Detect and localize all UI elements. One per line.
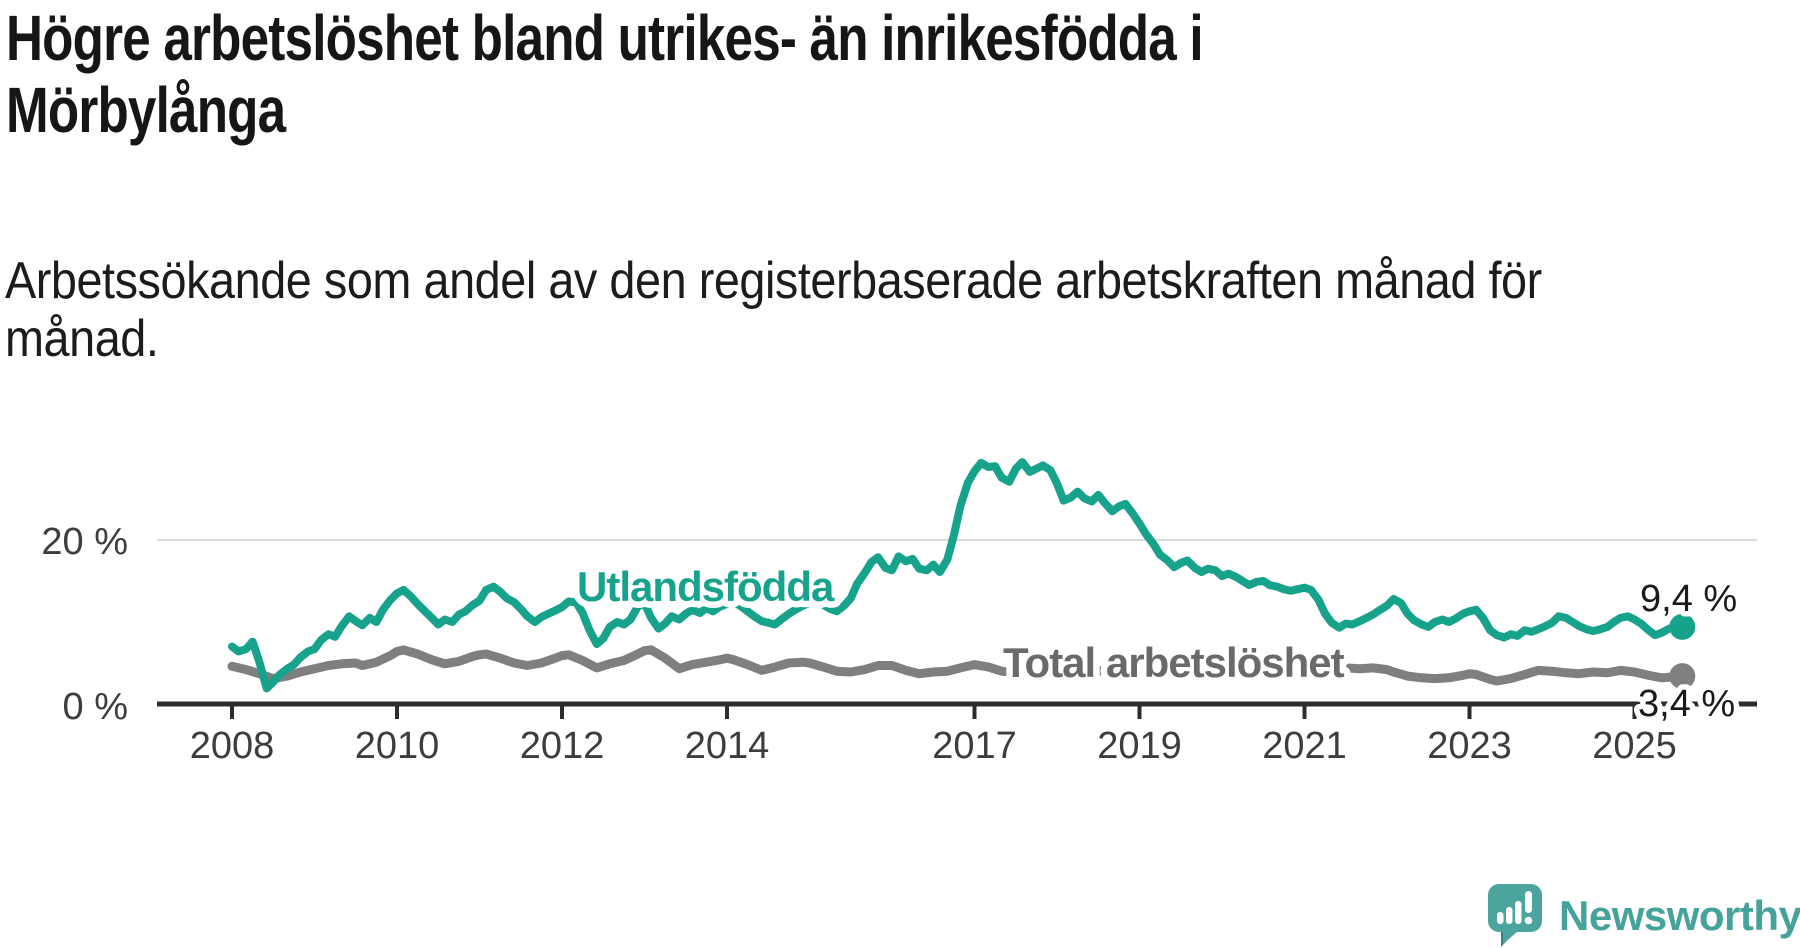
series-label-total-arbetsloshet: Total arbetslöshet <box>1003 639 1345 686</box>
series-lines <box>227 458 1687 693</box>
x-axis-label-2008: 2008 <box>190 725 275 767</box>
x-axis-label-2012: 2012 <box>520 725 605 767</box>
series-end-dots <box>1669 613 1696 690</box>
y-axis-label-20: 20 % <box>41 521 128 563</box>
x-axis-label-2017: 2017 <box>932 725 1017 767</box>
page-title-line1: Högre arbetslöshet bland utrikes- än inr… <box>6 2 1204 74</box>
line-utlandsfodda <box>228 458 1687 693</box>
x-axis-label-2021: 2021 <box>1262 725 1347 767</box>
line-total-arbetsloshet <box>227 645 1687 686</box>
logo-bar-3 <box>1515 901 1522 924</box>
logo-bar-1 <box>1497 912 1504 924</box>
x-axis-label-2025: 2025 <box>1592 725 1677 767</box>
newsworthy-logo-text: Newsworthy <box>1559 892 1800 939</box>
page-subtitle: Arbetssökande som andel av den registerb… <box>5 252 1542 368</box>
logo-exclamation-dot <box>1524 916 1533 925</box>
x-axis-label-2019: 2019 <box>1097 725 1182 767</box>
logo-bar-2 <box>1506 907 1513 924</box>
y-axis-label-0: 0 % <box>63 686 128 728</box>
x-axis-label-2014: 2014 <box>685 725 770 767</box>
series-label-utlandsfodda: Utlandsfödda <box>577 563 835 610</box>
x-axis-label-2023: 2023 <box>1427 725 1512 767</box>
end-dot-utlandsfodda <box>1669 613 1696 640</box>
x-axis-labels: 2008 2010 2012 2014 2017 2019 2021 2023 2025 <box>190 725 1677 767</box>
page-subtitle-line2: månad. <box>5 310 159 368</box>
x-axis-label-2010: 2010 <box>355 725 440 767</box>
newsworthy-logo[interactable]: Newsworthy <box>1488 884 1800 948</box>
end-value-label-total: 3,4 % <box>1638 683 1735 725</box>
page-title-line2: Mörbylånga <box>6 74 286 146</box>
x-axis-ticks <box>230 704 1637 719</box>
newsworthy-speech-bubble-icon <box>1488 884 1542 947</box>
end-dot-total-arbetsloshet <box>1669 663 1696 690</box>
end-value-label-utlandsfodda: 9,4 % <box>1640 578 1737 620</box>
page-subtitle-line1: Arbetssökande som andel av den registerb… <box>5 252 1542 310</box>
logo-exclamation-bar <box>1525 891 1532 913</box>
page-title: Högre arbetslöshet bland utrikes- än inr… <box>6 2 1204 146</box>
